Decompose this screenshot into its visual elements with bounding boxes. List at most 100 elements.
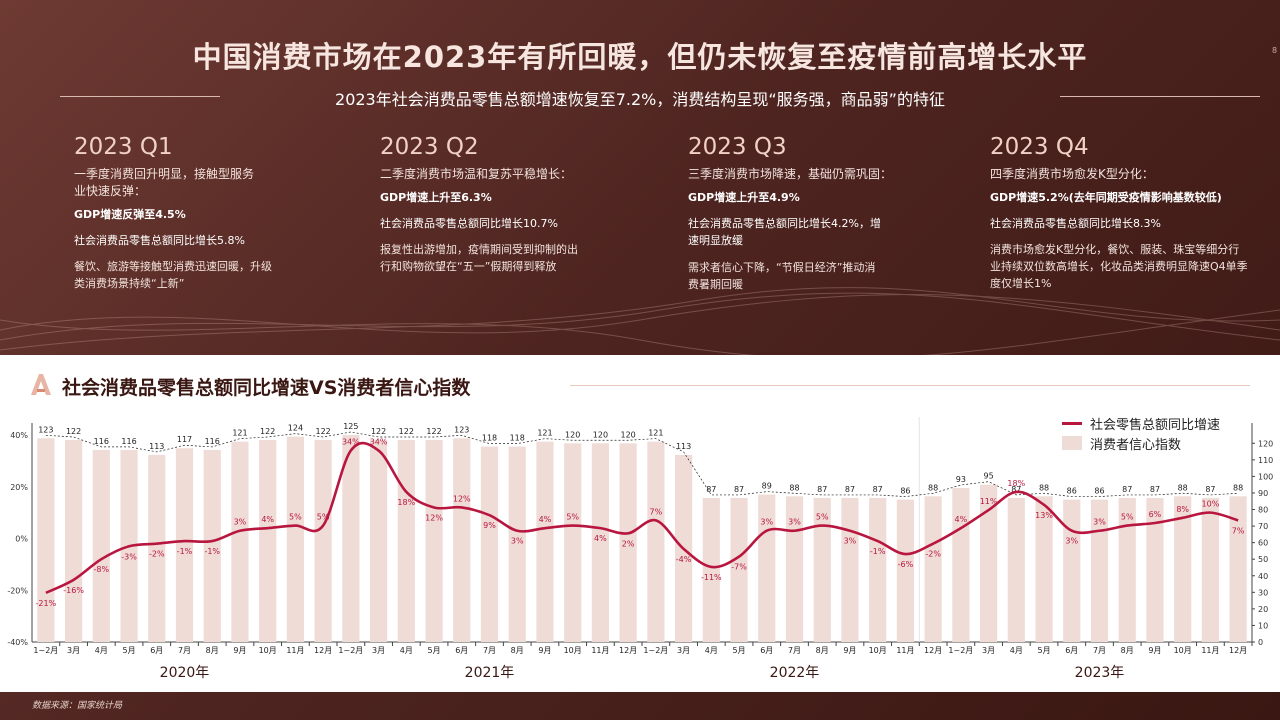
- line-value-label: 13%: [1035, 511, 1053, 520]
- y-right-tick-label: 100: [1258, 472, 1273, 481]
- bar-value-label: 120: [593, 430, 608, 439]
- bar: [397, 439, 415, 642]
- line-value-label: 5%: [566, 513, 579, 522]
- bar: [952, 487, 970, 642]
- line-value-label: -4%: [676, 555, 692, 564]
- y-right-tick-label: 60: [1258, 539, 1268, 548]
- bar: [342, 435, 360, 642]
- line-value-label: 4%: [594, 534, 607, 543]
- quarter-intro: 二季度消费市场温和复苏平稳增长：: [380, 167, 573, 181]
- x-tick-label: 12月: [314, 646, 332, 655]
- bar: [730, 497, 748, 642]
- bar: [508, 446, 526, 642]
- year-label: 2021年: [465, 665, 515, 681]
- line-value-label: -1%: [870, 547, 886, 556]
- x-tick-label: 6月: [760, 646, 773, 655]
- bar: [314, 439, 332, 642]
- bar-value-label: 122: [260, 427, 275, 436]
- bar: [813, 497, 831, 642]
- bar: [175, 448, 194, 642]
- bar: [203, 449, 221, 642]
- quarter-gdp: GDP增速上升至4.9%: [688, 191, 800, 204]
- line-value-label: 2%: [622, 539, 635, 548]
- bar: [841, 497, 859, 642]
- y-right-tick-label: 110: [1258, 456, 1273, 465]
- x-tick-label: 10月: [564, 646, 582, 655]
- line-value-label: 11%: [980, 497, 998, 506]
- bar: [480, 446, 499, 642]
- line-value-label: 3%: [844, 537, 857, 546]
- line-value-label: 3%: [511, 537, 524, 546]
- line-value-label: -6%: [898, 560, 914, 569]
- bar-value-label: 122: [426, 427, 441, 436]
- bar-value-label: 88: [1178, 483, 1188, 492]
- y-right-tick-label: 40: [1258, 572, 1268, 581]
- bar-value-label: 123: [38, 425, 53, 434]
- bar: [231, 441, 249, 642]
- line-value-label: -1%: [177, 547, 193, 556]
- quarter-retail: 社会消费品零售总额同比增长8.3%: [990, 217, 1161, 230]
- line-value-label: 3%: [760, 518, 773, 527]
- line-value-label: -8%: [94, 565, 110, 574]
- x-tick-label: 11月: [286, 646, 304, 655]
- bar-value-label: 124: [288, 424, 303, 433]
- bar-value-label: 93: [956, 475, 966, 484]
- decorative-wave: [0, 287, 1280, 360]
- line-value-label: 4%: [955, 515, 968, 524]
- x-tick-label: 3月: [677, 646, 690, 655]
- bar: [1007, 497, 1025, 642]
- y-right-tick-label: 30: [1258, 588, 1268, 597]
- quarter-card-q4: 2023 Q4 四季度消费市场愈发K型分化： GDP增速5.2%(去年同期受疫情…: [990, 134, 1250, 292]
- bar-value-label: 113: [149, 442, 164, 451]
- bar: [1118, 497, 1136, 642]
- data-source: 数据来源：国家统计局: [32, 701, 123, 711]
- subtitle-rule-left: [60, 96, 220, 97]
- quarter-retail: 社会消费品零售总额同比增长4.2%，增速明显放缓: [688, 217, 881, 247]
- x-tick-label: 10月: [1174, 646, 1192, 655]
- bar: [259, 439, 277, 642]
- bar: [1146, 497, 1164, 642]
- x-tick-label: 9月: [233, 646, 246, 655]
- bar-value-label: 86: [1094, 487, 1104, 496]
- bar: [64, 439, 83, 642]
- x-tick-label: 4月: [400, 646, 413, 655]
- line-value-label: 3%: [1093, 518, 1106, 527]
- bar-value-label: 88: [1233, 483, 1243, 492]
- legend-line-label: 社会零售总额同比增速: [1090, 417, 1221, 433]
- bar: [92, 449, 110, 642]
- bar-value-label: 120: [620, 430, 635, 439]
- line-value-label: 34%: [370, 438, 388, 447]
- bar-value-label: 118: [510, 434, 525, 443]
- x-tick-label: 12月: [924, 646, 942, 655]
- line-value-label: -11%: [701, 573, 722, 582]
- y-right-tick-label: 80: [1258, 506, 1268, 515]
- bar: [702, 497, 720, 642]
- year-label: 2020年: [160, 665, 210, 681]
- bar-value-label: 118: [482, 434, 497, 443]
- quarter-desc: 消费市场愈发K型分化，餐饮、服装、珠宝等细分行业持续双位数高增长，化妆品类消费明…: [990, 243, 1248, 290]
- x-tick-label: 11月: [1201, 646, 1219, 655]
- year-label: 2022年: [770, 665, 820, 681]
- y-left-tick-label: -40%: [7, 638, 28, 647]
- bar-value-label: 87: [734, 485, 744, 494]
- bar: [564, 443, 582, 642]
- x-tick-label: 5月: [1037, 646, 1050, 655]
- quarter-retail: 社会消费品零售总额同比增长5.8%: [74, 234, 245, 247]
- line-value-label: -16%: [63, 586, 84, 595]
- bar-value-label: 122: [371, 427, 386, 436]
- bar-value-label: 87: [1205, 485, 1215, 494]
- x-tick-label: 11月: [591, 646, 609, 655]
- x-tick-label: 8月: [206, 646, 219, 655]
- x-tick-label: 3月: [67, 646, 80, 655]
- line-value-label: 4%: [539, 515, 552, 524]
- bar-value-label: 116: [94, 437, 109, 446]
- x-tick-label: 3月: [982, 646, 995, 655]
- x-tick-label: 5月: [122, 646, 135, 655]
- bar: [148, 454, 166, 642]
- x-tick-label: 8月: [816, 646, 829, 655]
- x-tick-label: 9月: [843, 646, 856, 655]
- bar-value-label: 87: [845, 485, 855, 494]
- bar-value-label: 87: [873, 485, 883, 494]
- y-right-tick-label: 20: [1258, 605, 1268, 614]
- x-tick-label: 1~2月: [643, 646, 668, 655]
